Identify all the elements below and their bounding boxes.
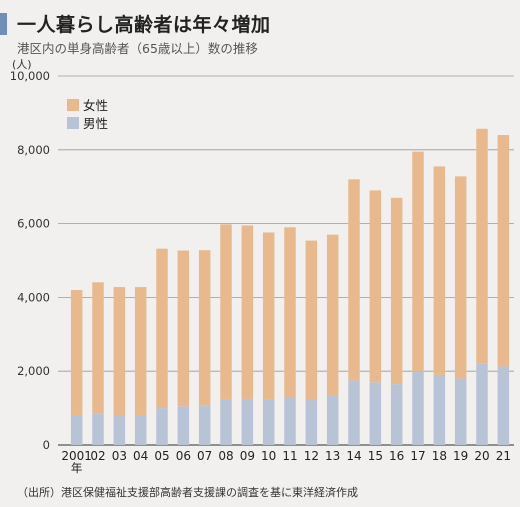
bar-male [369,382,382,445]
bar-male [348,380,360,445]
x-tick-label: 11 [282,449,297,463]
x-tick-label: 12 [304,449,319,463]
y-tick-label: 2,000 [17,364,50,378]
bar-female [433,166,446,375]
bar-female [348,179,360,381]
bar-female [369,190,382,383]
bar-male [284,397,296,445]
bar-male [305,399,318,445]
title-accent-bar [0,13,7,35]
x-tick-label: 06 [176,449,191,463]
bar-male [326,395,339,445]
y-tick-label: 0 [43,438,50,452]
bar-male [177,406,190,445]
bar-female [284,227,296,398]
x-tick-label: 14 [346,449,361,463]
x-tick-label: 21 [496,449,511,463]
legend-label: 男性 [83,116,108,131]
x-tick-label: 16 [389,449,404,463]
bar-female [198,250,211,406]
bar-male [198,405,211,445]
bar-male [497,366,510,445]
y-tick-label: 8,000 [17,143,50,157]
bar-female [326,234,339,396]
bar-female [92,282,104,414]
x-tick-label: 19 [453,449,468,463]
legend-swatch [67,117,79,129]
bar-female [70,290,83,416]
bar-female [220,224,232,399]
x-tick-label: 2001 [61,449,92,463]
bar-male [70,415,83,445]
x-tick-label: 07 [197,449,212,463]
x-tick-label: 20 [474,449,489,463]
bar-female [177,250,190,407]
bar-female [454,176,467,379]
y-axis-unit-label: (人) [12,58,32,71]
bar-female [390,197,403,385]
x-tick-label: 10 [261,449,276,463]
bar-female [134,287,147,416]
x-tick-label: 18 [432,449,447,463]
bar-male [92,413,104,445]
bar-male [433,374,446,445]
x-tick-label: 08 [218,449,233,463]
y-tick-labels: 0 2,000 4,000 6,000 8,000 10,000 [10,69,50,452]
x-tick-label: 03 [112,449,127,463]
x-tick-label: 09 [240,449,255,463]
source-note: （出所）港区保健福祉支援部高齢者支援課の調査を基に東洋経済作成 [17,486,358,499]
legend-swatch [67,99,79,111]
bar-female [113,287,126,416]
bars-group [70,128,510,445]
x-tick-label: 04 [133,449,148,463]
x-tick-label: 02 [90,449,105,463]
x-tick-label: 05 [154,449,169,463]
bar-male [454,378,467,445]
bar-male [156,408,168,445]
bar-male [113,415,126,445]
bar-female [497,135,510,367]
bar-male [134,415,147,445]
bar-female [412,151,424,372]
chart-title: 一人暮らし高齢者は年々増加 [17,14,271,36]
x-tick-label: 13 [325,449,340,463]
bar-male [262,399,275,445]
y-tick-label: 10,000 [10,69,50,83]
x-tick-year-suffix: 年 [71,461,83,475]
bar-female [305,240,318,400]
legend-label: 女性 [83,98,108,113]
bar-female [262,232,275,400]
bar-male [220,398,232,445]
bar-female [476,128,488,364]
y-tick-label: 6,000 [17,217,50,231]
y-tick-label: 4,000 [17,290,50,304]
x-tick-label: 15 [368,449,383,463]
bar-male [241,398,254,445]
bar-male [412,371,424,445]
bar-male [476,363,488,445]
chart-subtitle: 港区内の単身高齢者（65歳以上）数の推移 [17,41,258,56]
bar-female [241,225,254,399]
x-tick-label: 17 [410,449,425,463]
bar-female [156,248,168,409]
bar-male [390,384,403,445]
